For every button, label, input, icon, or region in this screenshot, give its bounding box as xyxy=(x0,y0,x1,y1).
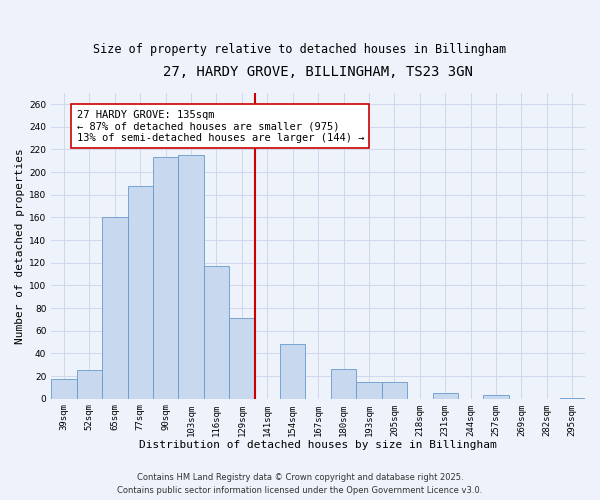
Bar xyxy=(204,266,229,398)
Text: Size of property relative to detached houses in Billingham: Size of property relative to detached ho… xyxy=(94,42,506,56)
Bar xyxy=(153,158,178,398)
Bar xyxy=(433,393,458,398)
X-axis label: Distribution of detached houses by size in Billingham: Distribution of detached houses by size … xyxy=(139,440,497,450)
Bar xyxy=(178,155,204,398)
Bar xyxy=(51,380,77,398)
Text: 27 HARDY GROVE: 135sqm
← 87% of detached houses are smaller (975)
13% of semi-de: 27 HARDY GROVE: 135sqm ← 87% of detached… xyxy=(77,110,364,143)
Bar xyxy=(331,370,356,398)
Bar xyxy=(229,318,254,398)
Y-axis label: Number of detached properties: Number of detached properties xyxy=(15,148,25,344)
Bar xyxy=(77,370,102,398)
Title: 27, HARDY GROVE, BILLINGHAM, TS23 3GN: 27, HARDY GROVE, BILLINGHAM, TS23 3GN xyxy=(163,65,473,79)
Bar xyxy=(382,382,407,398)
Bar xyxy=(484,396,509,398)
Bar xyxy=(102,218,128,398)
Bar xyxy=(280,344,305,399)
Bar xyxy=(356,382,382,398)
Text: Contains HM Land Registry data © Crown copyright and database right 2025.
Contai: Contains HM Land Registry data © Crown c… xyxy=(118,474,482,495)
Bar xyxy=(128,186,153,398)
